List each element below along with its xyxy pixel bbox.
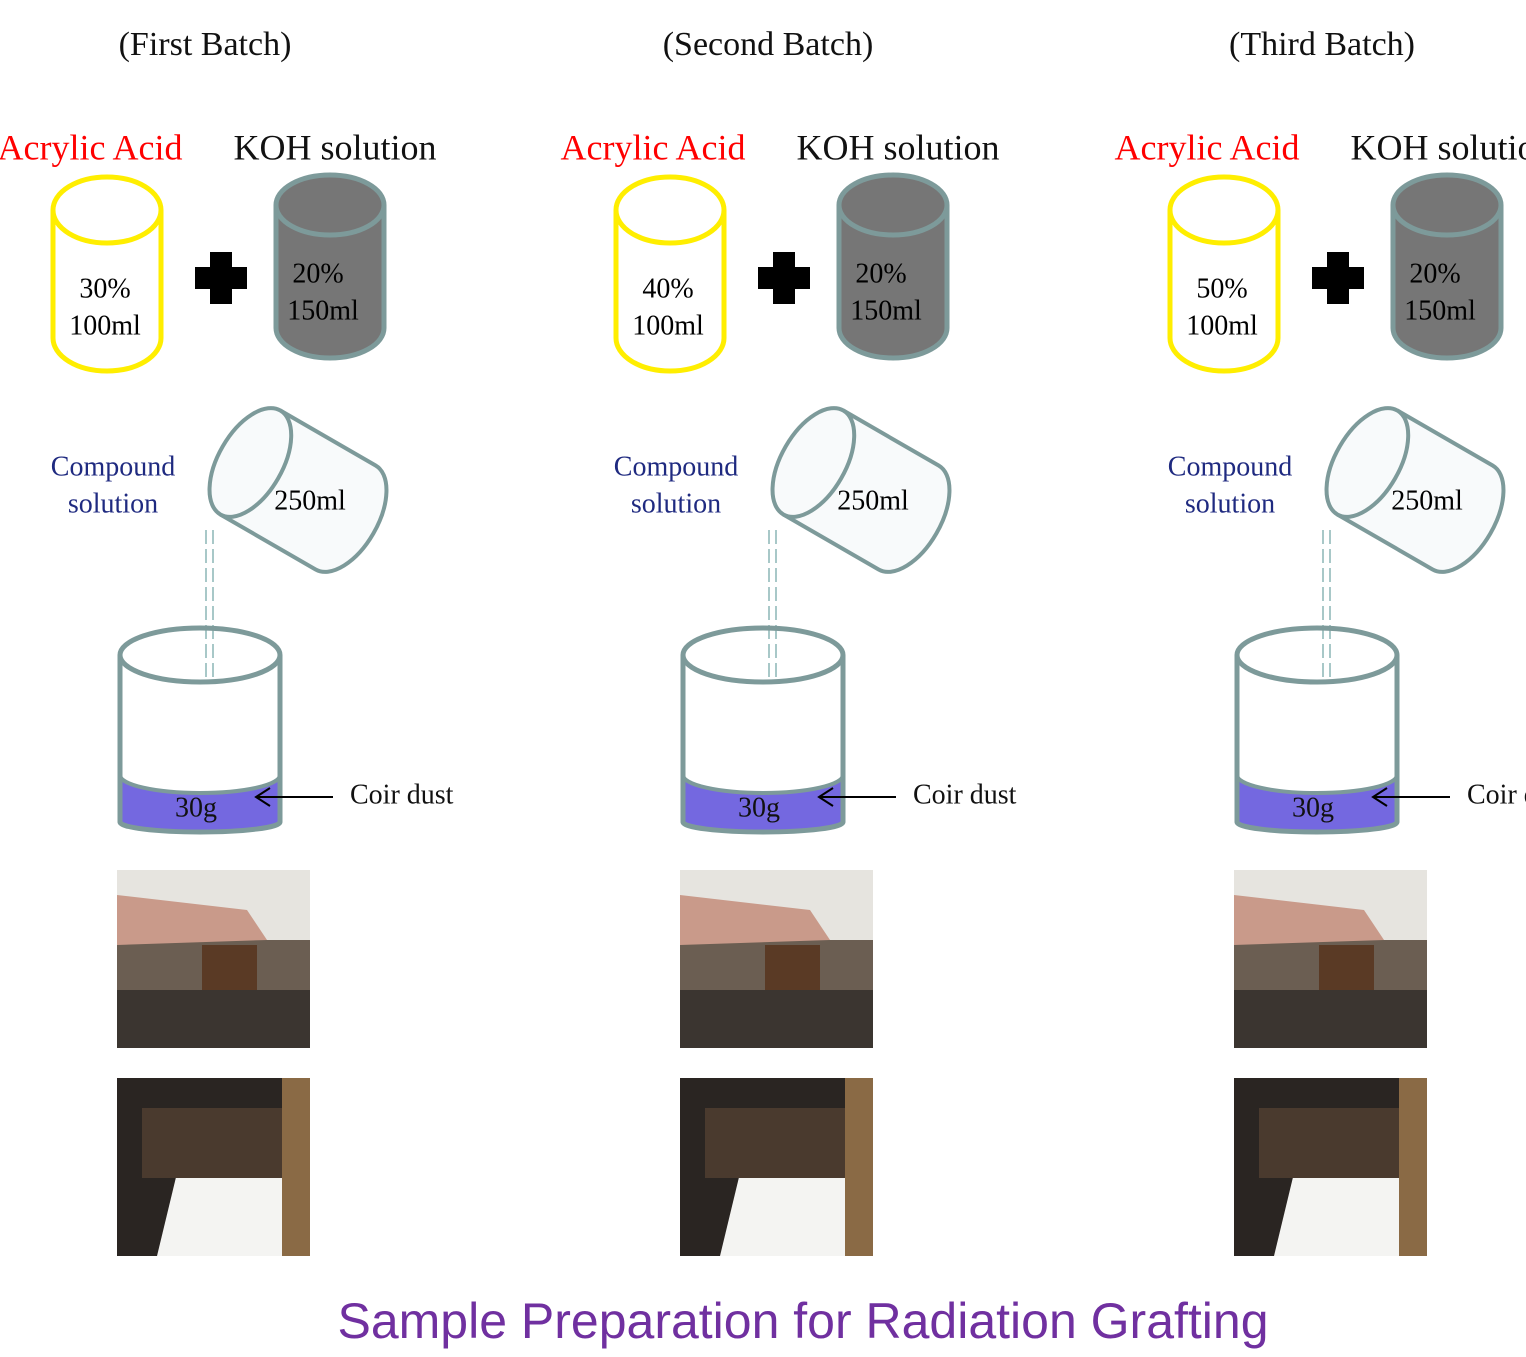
batch-title: (First Batch) <box>119 26 292 63</box>
photo-wood <box>845 1078 873 1256</box>
acid-concentration: 30% <box>79 273 130 304</box>
plus-sign <box>195 252 247 304</box>
coir-arrow <box>1373 788 1450 806</box>
coir-label: Coir dust <box>1467 779 1526 810</box>
photo-jar <box>1319 945 1374 990</box>
photo-paper <box>720 1168 865 1256</box>
acid-volume: 100ml <box>69 310 141 341</box>
acid-concentration: 50% <box>1196 273 1247 304</box>
compound-volume: 250ml <box>1391 485 1463 516</box>
acid-volume: 100ml <box>1186 310 1258 341</box>
koh-volume: 150ml <box>850 295 922 326</box>
compound-label: Compound <box>614 451 738 482</box>
compound-label: Compound <box>51 451 175 482</box>
photo-paper <box>1274 1168 1419 1256</box>
photo-wood <box>282 1078 310 1256</box>
batch-title: (Third Batch) <box>1229 26 1415 63</box>
coir-arrow <box>256 788 333 806</box>
coir-arrow <box>819 788 896 806</box>
koh-label: KOH solution <box>796 127 999 167</box>
photo-bags <box>1259 1108 1409 1178</box>
photo-bags <box>142 1108 292 1178</box>
beaker-top <box>120 628 280 682</box>
coir-label: Coir dust <box>913 779 1017 810</box>
compound-label: solution <box>1185 488 1275 519</box>
coir-mass: 30g <box>738 792 780 823</box>
acid-cylinder-top <box>1170 177 1278 243</box>
koh-volume: 150ml <box>287 295 359 326</box>
koh-cylinder-top <box>1393 175 1501 235</box>
beaker-top <box>683 628 843 682</box>
acid-label: Acrylic Acid <box>0 127 182 167</box>
plus-sign <box>758 252 810 304</box>
acid-volume: 100ml <box>632 310 704 341</box>
photo-paper <box>157 1168 302 1256</box>
coir-mass: 30g <box>1292 792 1334 823</box>
page: Sample Preparation for Radiation Graftin… <box>0 0 1526 1357</box>
photo-bags <box>705 1108 855 1178</box>
acid-concentration: 40% <box>642 273 693 304</box>
compound-label: solution <box>631 488 721 519</box>
koh-concentration: 20% <box>292 258 343 289</box>
beaker-top <box>1237 628 1397 682</box>
koh-cylinder-top <box>276 175 384 235</box>
compound-volume: 250ml <box>274 485 346 516</box>
koh-label: KOH solution <box>233 127 436 167</box>
compound-volume: 250ml <box>837 485 909 516</box>
coir-label: Coir dust <box>350 779 454 810</box>
batch: (Second Batch) Acrylic Acid KOH solution 40… <box>561 26 1017 1256</box>
batch-title: (Second Batch) <box>663 26 874 63</box>
photo-table <box>117 990 310 1048</box>
compound-label: solution <box>68 488 158 519</box>
batch: (First Batch) Acrylic Acid KOH solution 30%… <box>0 26 454 1256</box>
batch: (Third Batch) Acrylic Acid KOH solution 50%… <box>1115 26 1526 1256</box>
acid-cylinder-top <box>53 177 161 243</box>
caption: Sample Preparation for Radiation Graftin… <box>337 1293 1268 1349</box>
acid-cylinder-top <box>616 177 724 243</box>
acid-label: Acrylic Acid <box>561 127 746 167</box>
koh-concentration: 20% <box>855 258 906 289</box>
photo-jar <box>202 945 257 990</box>
koh-volume: 150ml <box>1404 295 1476 326</box>
photo-jar <box>765 945 820 990</box>
koh-concentration: 20% <box>1409 258 1460 289</box>
diagram: Sample Preparation for Radiation Graftin… <box>0 0 1526 1357</box>
photo-wood <box>1399 1078 1427 1256</box>
plus-sign <box>1312 252 1364 304</box>
koh-label: KOH solution <box>1350 127 1526 167</box>
photo-table <box>1234 990 1427 1048</box>
compound-label: Compound <box>1168 451 1292 482</box>
photo-table <box>680 990 873 1048</box>
acid-label: Acrylic Acid <box>1115 127 1300 167</box>
koh-cylinder-top <box>839 175 947 235</box>
coir-mass: 30g <box>175 792 217 823</box>
